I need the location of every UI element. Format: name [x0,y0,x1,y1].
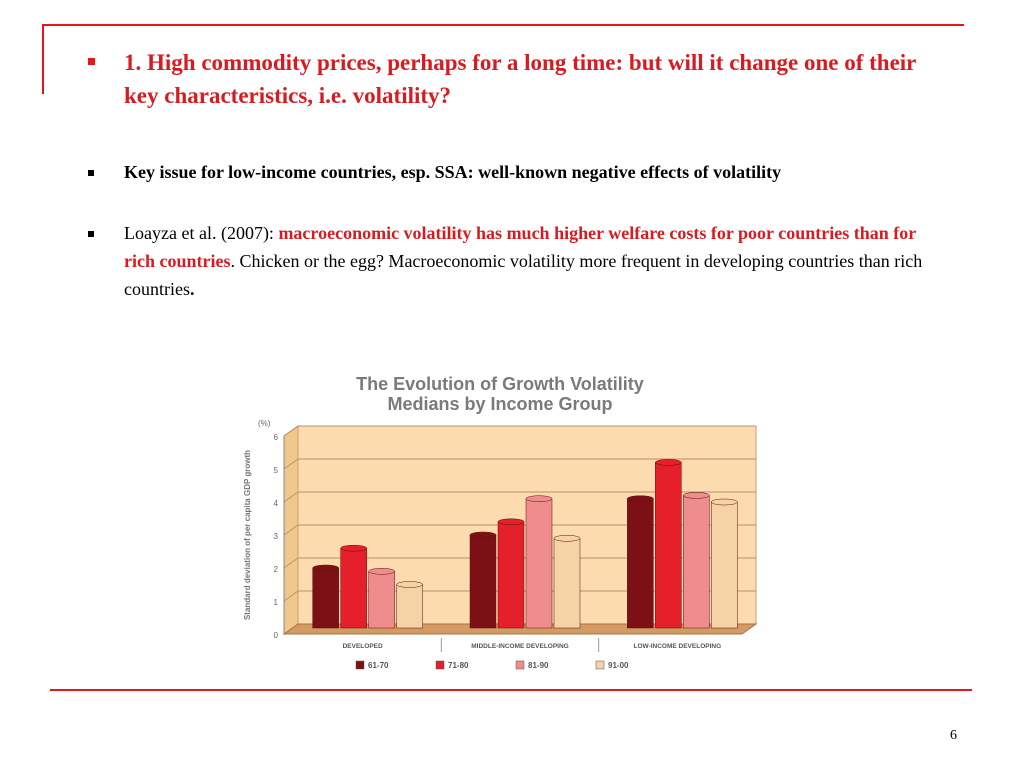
bar [469,534,497,629]
bar [627,498,654,629]
y-tick-label: 0 [274,631,279,640]
bar-cap [312,564,339,572]
bar-chart: 0 1 2 3 4 5 6(%) Standard deviation of per capi… [243,419,758,670]
bar-cap [340,544,367,552]
bullet-3-text: Loayza et al. (2007): macroeconomic vola… [124,219,944,303]
gridline-side [283,557,299,569]
page-number: 6 [950,728,957,743]
bar-cap [553,535,581,542]
y-tick-label: 2 [274,565,279,574]
gridline-side [283,458,299,470]
y-tick-label: 5 [274,466,279,475]
bar-cap [683,492,710,499]
legend-swatch [355,660,365,670]
bar [396,584,423,629]
y-axis-label: Standard deviation of per capita GDP gro… [243,450,252,620]
bar-cap [655,459,682,466]
bar [340,547,367,629]
bullet-3-citation: Loayza et al. (2007): [124,223,279,243]
top-rule [42,24,964,26]
category-label: MIDDLE-INCOME DEVELOPING [471,643,569,650]
left-rule [42,24,44,94]
bar-cap [396,581,423,588]
bottom-rule [50,689,972,691]
bar-cap [469,531,497,539]
legend-label: 81-90 [528,661,549,670]
bar [655,462,682,629]
category-label: DEVELOPED [343,643,383,650]
bullet-3-continuation: . Chicken or the egg? Macroeconomic vola… [124,251,923,299]
bar [711,501,738,629]
gridline-side [283,491,299,503]
y-tick-label: 4 [274,499,279,508]
bar [368,571,395,629]
y-tick-label: 6 [274,433,279,442]
bar-cap [711,498,738,506]
y-tick-label: 3 [274,532,279,541]
bar [525,498,553,629]
bullet-2-text: Key issue for low-income countries, esp.… [124,162,782,182]
bullet-marker [88,170,98,180]
legend-swatch [595,660,605,670]
bullet-marker [88,58,98,68]
legend-label: 91-00 [608,661,629,670]
legend-label: 61-70 [368,661,389,670]
chart-title-block: The Evolution of Growth Volatility Media… [240,374,760,414]
bullet-marker [88,231,98,241]
bar-cap [497,518,525,526]
bar-cap [368,568,395,575]
legend-swatch [515,660,525,670]
legend-swatch [435,660,445,670]
gridline-side [283,524,299,536]
chart-subtitle: Medians by Income Group [387,394,613,414]
bullet-3-period: . [189,279,195,299]
chart-title: The Evolution of Growth Volatility [356,374,644,394]
gridline-side [283,425,299,437]
y-tick-label: 1 [274,598,279,607]
category-label: LOW-INCOME DEVELOPING [634,643,722,650]
bar-cap [525,495,553,502]
bar-cap [627,495,654,502]
bar [683,495,710,629]
bar [553,538,581,629]
bar [497,521,525,629]
legend-label: 71-80 [448,661,469,670]
bullet-1-text: 1. High commodity prices, perhaps for a … [124,50,916,108]
gridline-side [283,590,299,602]
y-unit-label: (%) [258,419,271,428]
bullet-3-highlight: macroeconomic volatility has much higher… [124,223,916,271]
bar [312,567,339,629]
